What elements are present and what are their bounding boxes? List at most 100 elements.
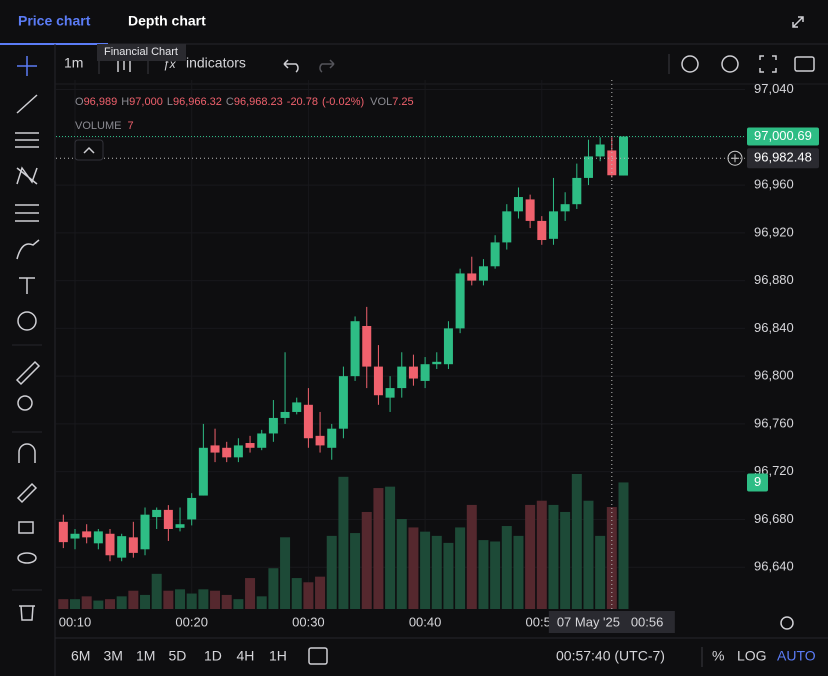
y-tick-label: 96,640 xyxy=(754,559,794,574)
magnet-tool[interactable] xyxy=(18,443,36,463)
candle-body xyxy=(350,321,360,377)
volume-bar xyxy=(385,486,396,609)
volume-bar xyxy=(595,535,606,609)
volume-bar xyxy=(536,500,547,609)
candle-body xyxy=(257,433,267,448)
candle-body xyxy=(572,177,582,205)
volume-bar xyxy=(280,537,291,609)
lock-draw-tool[interactable] xyxy=(16,482,38,504)
volume-bar xyxy=(291,578,302,609)
candle-body xyxy=(233,445,243,458)
volume-bar xyxy=(81,596,92,609)
tab-depth-chart[interactable]: Depth chart xyxy=(128,13,206,29)
collapse-chevron xyxy=(83,146,95,154)
visibility-tool[interactable] xyxy=(17,552,37,564)
candle-body xyxy=(502,211,512,243)
auto-toggle[interactable]: AUTO xyxy=(777,648,816,664)
candle-body xyxy=(210,445,220,453)
indicators-button[interactable]: indicators xyxy=(186,55,246,71)
add-alert-button[interactable] xyxy=(727,150,743,166)
collapse-button[interactable] xyxy=(74,139,104,161)
volume-bar xyxy=(478,540,489,609)
candle-body xyxy=(268,417,278,434)
volume-bar xyxy=(175,589,186,609)
candle-body xyxy=(385,388,395,398)
volume-bar xyxy=(256,596,267,609)
lock-tool[interactable] xyxy=(18,521,34,534)
range-button[interactable]: 5D xyxy=(169,648,187,664)
range-button[interactable]: 4H xyxy=(237,648,255,664)
range-button[interactable]: 1M xyxy=(136,648,155,664)
range-button[interactable]: 3M xyxy=(104,648,123,664)
percent-toggle[interactable]: % xyxy=(712,648,724,664)
o-label: O xyxy=(75,96,84,108)
candle-body xyxy=(525,199,535,221)
range-button[interactable]: 1H xyxy=(269,648,287,664)
candle-body xyxy=(245,443,255,448)
candle-body xyxy=(327,428,337,448)
volume-bar xyxy=(315,576,326,609)
volume-bar xyxy=(350,533,361,609)
trendline-tool[interactable] xyxy=(16,94,38,114)
h-label: H xyxy=(121,96,129,108)
high: 97,000 xyxy=(129,96,163,108)
candle-body xyxy=(152,509,162,518)
fullscreen-icon[interactable] xyxy=(759,55,777,73)
volume-bar xyxy=(128,590,139,609)
y-tick-label: 96,840 xyxy=(754,320,794,335)
candle-body xyxy=(595,144,605,157)
range-button[interactable]: 1D xyxy=(204,648,222,664)
x-tick-label: 00:20 xyxy=(175,614,208,629)
pattern-tool[interactable] xyxy=(16,166,38,185)
alert-icon[interactable] xyxy=(681,55,699,73)
crosshair-time-tag xyxy=(548,611,675,633)
camera-icon[interactable] xyxy=(794,56,815,72)
date-range-icon[interactable] xyxy=(308,647,328,665)
l-label: L xyxy=(167,96,173,108)
tooltip: Financial Chart xyxy=(104,46,178,58)
volume-bar xyxy=(618,482,629,609)
volume-bar xyxy=(373,488,384,609)
fib-tool[interactable] xyxy=(15,204,39,222)
ruler-tool[interactable] xyxy=(15,360,41,386)
volume-bar xyxy=(198,589,209,609)
y-tick-label: 96,760 xyxy=(754,415,794,430)
change-pct: (-0.02%) xyxy=(322,96,364,108)
settings-icon[interactable] xyxy=(721,55,739,73)
interval[interactable]: 1m xyxy=(64,55,83,71)
brush-tool[interactable] xyxy=(16,239,40,260)
expand-icon[interactable] xyxy=(792,16,804,28)
change: -20.78 xyxy=(287,96,318,108)
zoom-tool[interactable] xyxy=(17,395,33,411)
candle-body xyxy=(467,273,477,281)
crosshair-price-label: 96,982.48 xyxy=(754,150,812,165)
candle-body xyxy=(537,220,547,241)
volume-bar xyxy=(571,474,582,609)
axis-settings-icon[interactable] xyxy=(780,616,794,630)
emoji-tool[interactable] xyxy=(17,311,37,331)
trash-tool[interactable] xyxy=(19,605,35,621)
redo-icon[interactable] xyxy=(319,59,335,73)
low: 96,966.32 xyxy=(173,96,222,108)
tooltip-box xyxy=(97,44,186,61)
volume-bar xyxy=(105,599,116,609)
range-button[interactable]: 6M xyxy=(71,648,90,664)
undo-icon[interactable] xyxy=(283,59,299,73)
volume-tag xyxy=(747,473,768,492)
clock: 00:57:40 (UTC-7) xyxy=(556,648,665,664)
volume-bar xyxy=(186,593,197,609)
text-tool[interactable] xyxy=(19,277,35,294)
volume-bar xyxy=(303,582,314,609)
candle-body xyxy=(315,435,325,446)
volume-bar xyxy=(513,535,524,609)
volume-bar xyxy=(583,500,594,609)
log-toggle[interactable]: LOG xyxy=(737,648,767,664)
volume-bar xyxy=(93,600,104,609)
candle-body xyxy=(583,156,593,178)
tab-price-chart[interactable]: Price chart xyxy=(18,13,91,29)
volume-bar xyxy=(245,578,256,609)
lines-tool[interactable] xyxy=(15,132,39,148)
crosshair-tool[interactable] xyxy=(17,56,37,76)
y-tick-label: 96,960 xyxy=(754,177,794,192)
